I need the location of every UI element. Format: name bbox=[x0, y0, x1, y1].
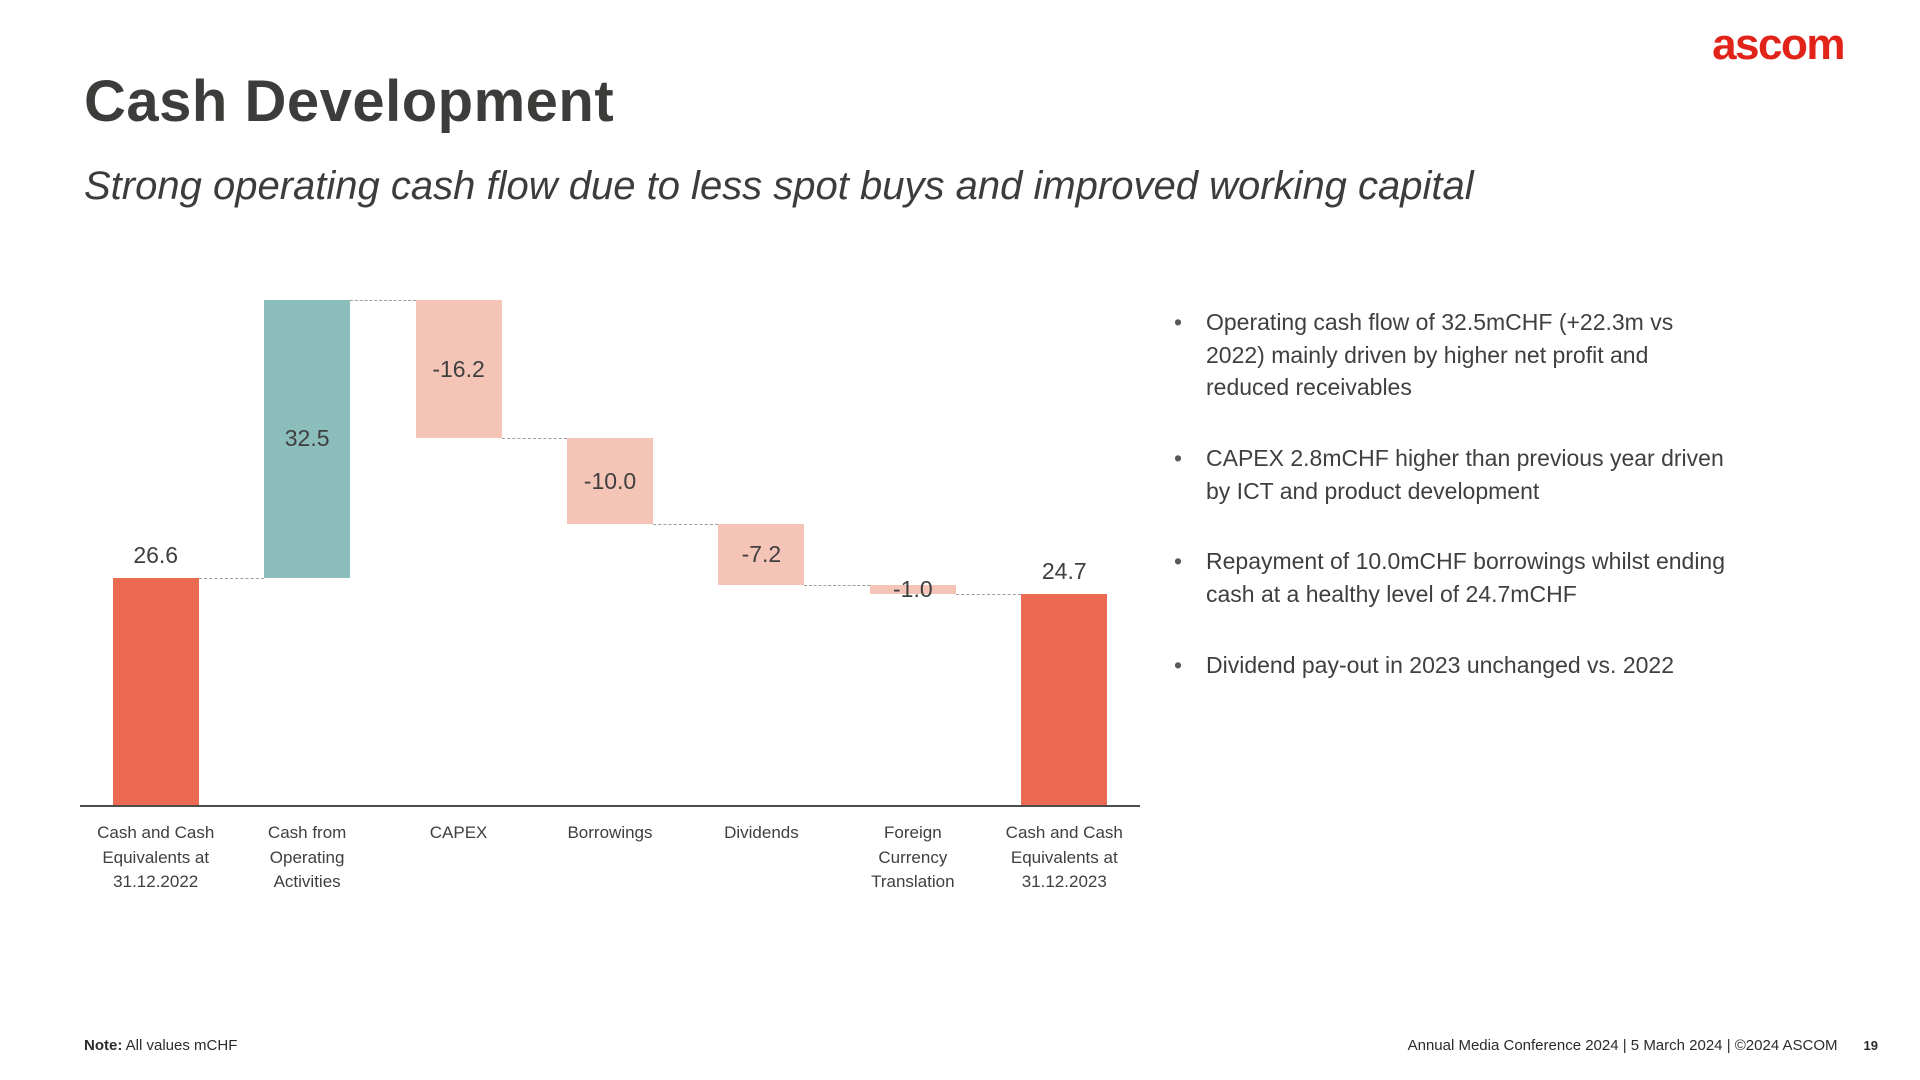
connector-line bbox=[955, 593, 1022, 595]
waterfall-chart: 26.6 Cash and Cash Equivalents at 31.12.2… bbox=[80, 300, 1140, 940]
connector-line bbox=[198, 577, 265, 579]
connector-line bbox=[653, 523, 719, 525]
waterfall-bar bbox=[718, 523, 805, 586]
bar-value-label: -7.2 bbox=[741, 541, 782, 568]
category-label: CAPEX bbox=[429, 823, 488, 842]
bullet-item: CAPEX 2.8mCHF higher than previous year … bbox=[1172, 442, 1732, 507]
waterfall-bar bbox=[567, 438, 653, 524]
page-title: Cash Development bbox=[84, 69, 615, 134]
connector-line bbox=[804, 585, 870, 587]
footer: Note: All values mCHF Annual Media Confe… bbox=[84, 1037, 1878, 1054]
bar-value-label: -10.0 bbox=[583, 467, 637, 494]
category-label: Borrowings bbox=[567, 823, 653, 842]
bullet-item: Dividend pay-out in 2023 unchanged vs. 2… bbox=[1172, 649, 1732, 682]
footer-note-text: All values mCHF bbox=[125, 1037, 238, 1054]
page-subtitle: Strong operating cash flow due to less s… bbox=[84, 164, 1474, 208]
waterfall-bar bbox=[869, 585, 956, 594]
bar-value-label: -1.0 bbox=[893, 576, 933, 603]
bullet-item: Repayment of 10.0mCHF borrowings whilst … bbox=[1172, 545, 1732, 610]
footer-conference-text: Annual Media Conference 2024 | 5 March 2… bbox=[1407, 1037, 1838, 1054]
connector-line bbox=[501, 438, 567, 440]
footer-note: Note: All values mCHF bbox=[84, 1037, 237, 1054]
x-axis-line bbox=[80, 805, 1140, 807]
waterfall-bar bbox=[1021, 593, 1108, 805]
waterfall-bar bbox=[415, 300, 502, 439]
category-label: Dividends bbox=[724, 823, 799, 842]
category-label: Cash from Operating Activities bbox=[267, 823, 347, 892]
bar-value-label: 32.5 bbox=[284, 425, 330, 452]
ascom-logo: ascom bbox=[1712, 20, 1845, 69]
waterfall-bar bbox=[264, 300, 351, 578]
category-label: Cash and Cash Equivalents at 31.12.2023 bbox=[1005, 823, 1123, 892]
waterfall-bar bbox=[112, 577, 199, 805]
page-number: 19 bbox=[1863, 1038, 1878, 1053]
bar-value-label: 26.6 bbox=[133, 541, 179, 568]
category-label: Foreign Currency Translation bbox=[871, 823, 955, 892]
footer-note-label: Note: bbox=[84, 1037, 123, 1054]
bullet-list: Operating cash flow of 32.5mCHF (+22.3m … bbox=[1172, 306, 1732, 719]
bullet-item: Operating cash flow of 32.5mCHF (+22.3m … bbox=[1172, 306, 1732, 404]
bar-value-label: 24.7 bbox=[1041, 557, 1087, 584]
bar-value-label: -16.2 bbox=[432, 355, 485, 382]
category-label: Cash and Cash Equivalents at 31.12.2022 bbox=[97, 823, 215, 892]
connector-line bbox=[350, 300, 416, 301]
